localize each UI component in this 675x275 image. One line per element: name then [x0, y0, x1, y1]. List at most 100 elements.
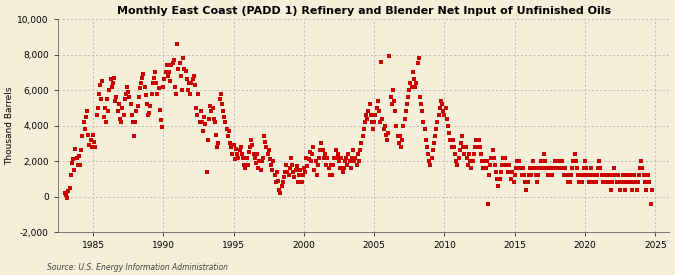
Point — [231, 147, 242, 151]
Point — [429, 141, 439, 145]
Point — [215, 92, 226, 96]
Point — [157, 125, 167, 130]
Point — [212, 145, 223, 149]
Point — [514, 159, 525, 163]
Point — [102, 97, 113, 101]
Point — [577, 173, 588, 178]
Point — [505, 170, 516, 174]
Point — [119, 97, 130, 101]
Point — [391, 123, 402, 128]
Point — [309, 168, 320, 172]
Point — [241, 155, 252, 160]
Point — [271, 170, 282, 174]
Point — [425, 163, 436, 167]
Point — [479, 159, 489, 163]
Point — [61, 193, 72, 197]
Point — [607, 180, 618, 185]
Point — [578, 166, 589, 170]
Point — [626, 187, 637, 192]
Point — [244, 145, 255, 149]
Point — [289, 175, 300, 179]
Point — [80, 115, 91, 119]
Point — [416, 102, 427, 106]
Point — [192, 113, 202, 117]
Point — [359, 120, 370, 124]
Point — [292, 164, 302, 169]
Point — [448, 138, 458, 142]
Point — [276, 184, 287, 188]
Point — [531, 173, 541, 178]
Point — [457, 134, 468, 139]
Point — [109, 76, 119, 80]
Point — [303, 157, 314, 162]
Point — [331, 155, 342, 160]
Point — [491, 170, 502, 174]
Point — [84, 143, 95, 147]
Point — [387, 88, 398, 92]
Point — [267, 168, 277, 172]
Point — [556, 159, 567, 163]
Point — [437, 102, 448, 106]
Point — [615, 187, 626, 192]
Point — [439, 113, 450, 117]
Point — [363, 109, 374, 114]
Point — [85, 138, 96, 142]
Point — [448, 145, 459, 149]
Point — [453, 155, 464, 160]
Point — [612, 180, 622, 185]
Point — [376, 59, 387, 64]
Point — [623, 180, 634, 185]
Point — [153, 86, 164, 90]
Point — [336, 155, 347, 160]
Point — [526, 173, 537, 178]
Point — [340, 159, 350, 163]
Point — [155, 118, 166, 123]
Point — [549, 159, 560, 163]
Point — [271, 180, 281, 185]
Point — [427, 148, 438, 153]
Point — [521, 187, 532, 192]
Point — [405, 81, 416, 85]
Point — [124, 95, 135, 100]
Point — [202, 138, 213, 142]
Point — [232, 152, 242, 156]
Point — [512, 159, 522, 163]
Point — [233, 155, 244, 160]
Point — [275, 191, 286, 195]
Point — [292, 180, 303, 185]
Point — [140, 93, 151, 98]
Point — [115, 120, 126, 124]
Point — [323, 166, 334, 170]
Point — [554, 159, 565, 163]
Point — [319, 155, 329, 160]
Point — [252, 152, 263, 156]
Point — [400, 116, 410, 121]
Point — [452, 163, 463, 167]
Point — [459, 152, 470, 156]
Point — [497, 155, 508, 160]
Point — [117, 106, 128, 110]
Point — [643, 173, 654, 178]
Point — [308, 145, 319, 149]
Point — [465, 159, 476, 163]
Point — [182, 88, 193, 92]
Point — [424, 159, 435, 163]
Point — [99, 106, 110, 110]
Point — [639, 180, 650, 185]
Point — [344, 159, 355, 163]
Point — [163, 74, 173, 78]
Point — [432, 120, 443, 124]
Point — [255, 168, 266, 172]
Point — [421, 145, 432, 149]
Point — [510, 173, 520, 178]
Point — [504, 163, 514, 167]
Point — [254, 159, 265, 163]
Point — [562, 180, 573, 185]
Point — [322, 155, 333, 160]
Point — [603, 173, 614, 178]
Point — [466, 166, 477, 170]
Point — [150, 70, 161, 75]
Point — [228, 143, 239, 147]
Point — [473, 138, 484, 142]
Point — [161, 63, 172, 67]
